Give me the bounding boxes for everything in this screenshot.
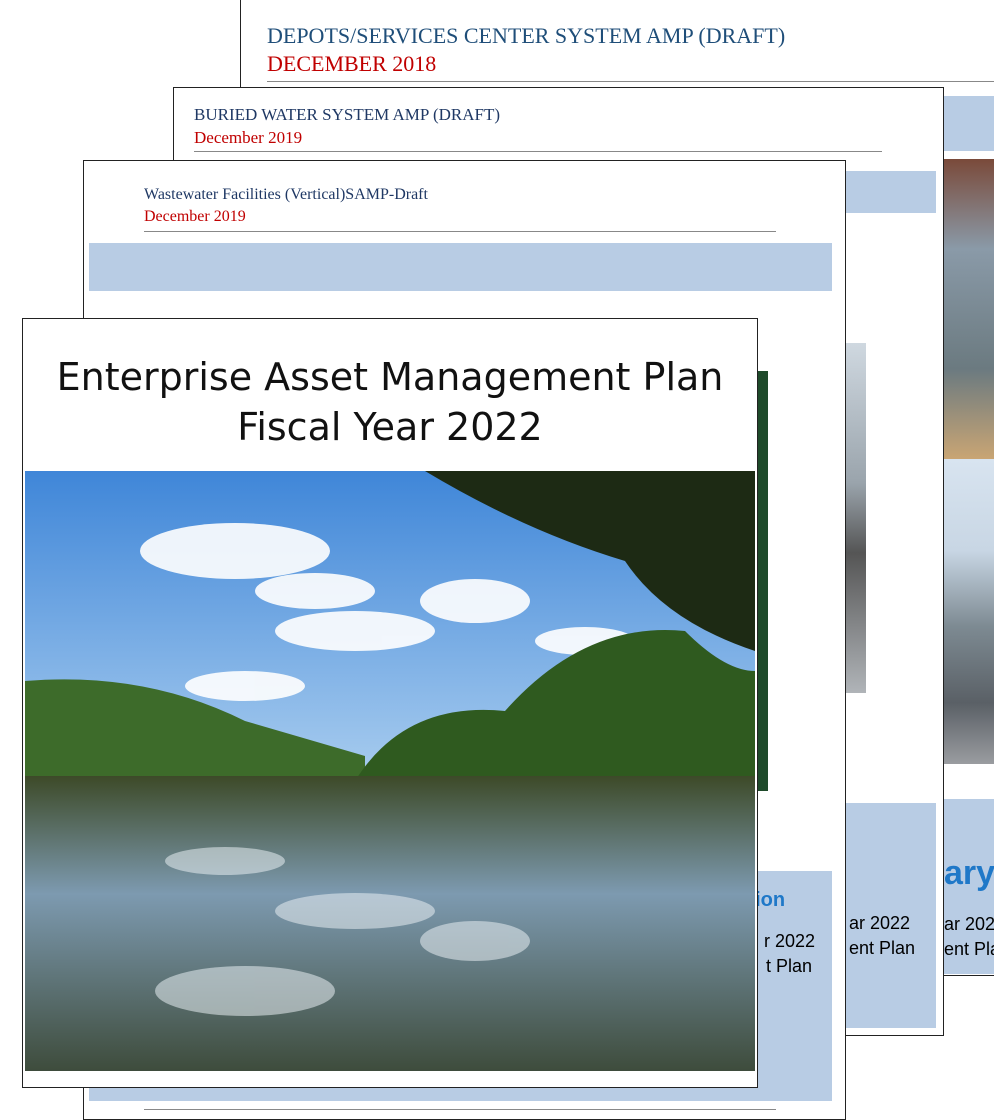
band	[844, 171, 936, 213]
doc-date: DECEMBER 2018	[267, 51, 437, 76]
rule	[194, 151, 882, 152]
fragment: ar 2022	[944, 914, 994, 934]
rule	[267, 81, 994, 82]
doc-title: Wastewater Facilities (Vertical)SAMP-Dra…	[144, 186, 428, 203]
rule	[144, 1109, 776, 1110]
doc-title: BURIED WATER SYSTEM AMP (DRAFT)	[194, 105, 501, 124]
fragment: r 2022	[764, 931, 816, 951]
doc-date: December 2019	[194, 128, 303, 147]
doc-date: December 2019	[144, 208, 246, 225]
photo	[758, 371, 768, 791]
fragment: ar 2022	[849, 913, 911, 933]
photo	[846, 343, 866, 693]
doc-subtitle: Fiscal Year 2022	[237, 405, 543, 449]
doc-title: Enterprise Asset Management Plan	[56, 355, 724, 399]
band	[89, 243, 832, 291]
photo	[941, 159, 994, 459]
fragment: t Plan	[766, 956, 813, 976]
fragment: ent Plan	[944, 939, 994, 959]
fragment: ent Plan	[849, 938, 916, 958]
enterprise-plan-document: Enterprise Asset Management Plan Fiscal …	[22, 318, 758, 1088]
photo	[941, 459, 994, 764]
fragment: ary	[944, 854, 994, 892]
lake-photo	[25, 471, 755, 1071]
rule	[144, 231, 776, 232]
band	[941, 799, 994, 974]
band	[941, 96, 994, 151]
doc-title: DEPOTS/SERVICES CENTER SYSTEM AMP (DRAFT…	[267, 23, 786, 48]
band	[844, 803, 936, 1028]
